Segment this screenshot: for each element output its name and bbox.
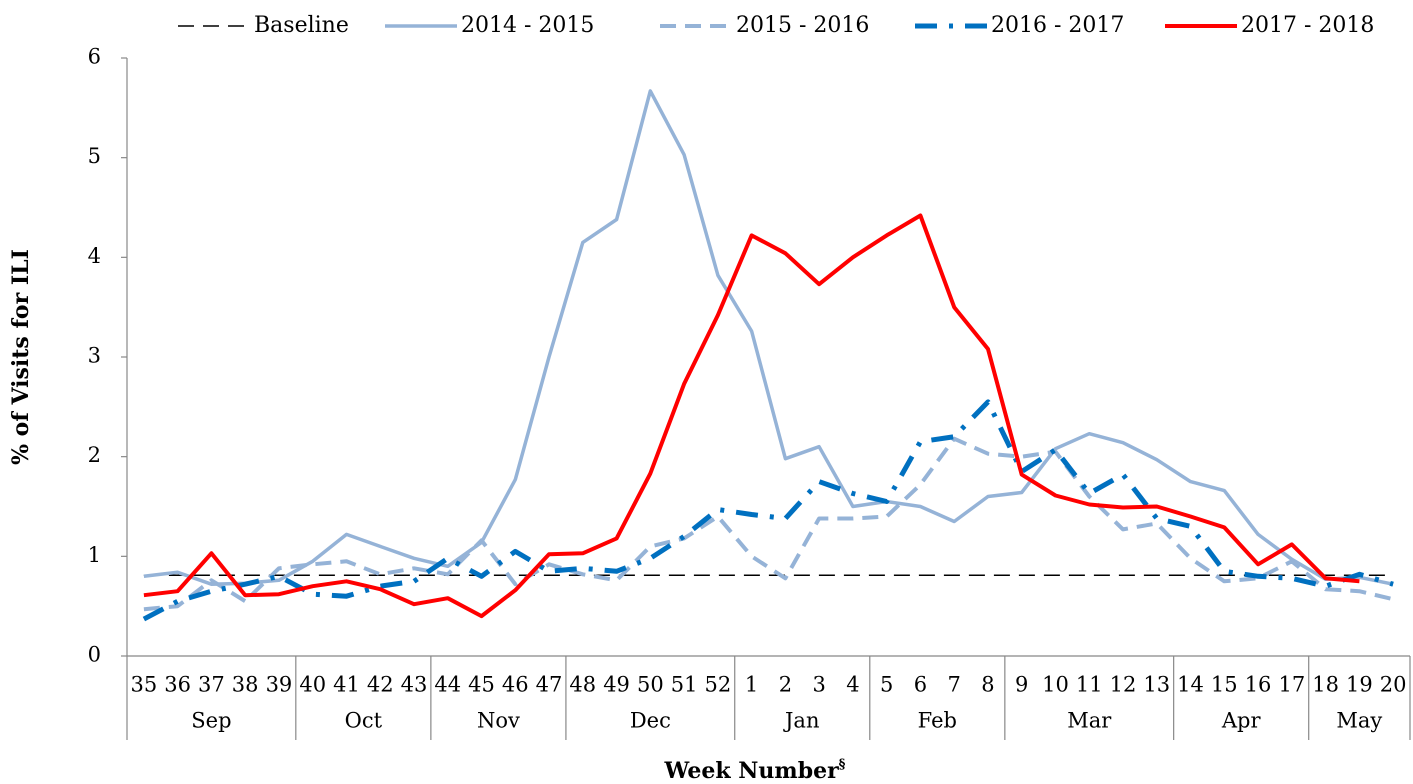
x-tick-label: 36 [164, 673, 191, 697]
legend-label: 2015 - 2016 [736, 13, 869, 38]
group-label: Feb [918, 709, 957, 733]
x-tick-label: 52 [704, 673, 731, 697]
group-label: Oct [345, 709, 383, 733]
legend-label: 2016 - 2017 [991, 13, 1124, 38]
y-tick-label: 6 [88, 45, 101, 69]
group-label: Dec [630, 709, 671, 733]
x-tick-label: 13 [1143, 673, 1170, 697]
group-label: Mar [1067, 709, 1112, 733]
x-tick-label: 15 [1211, 673, 1238, 697]
x-tick-label: 2 [779, 673, 792, 697]
x-tick-label: 46 [502, 673, 529, 697]
x-tick-label: 48 [569, 673, 596, 697]
x-tick-label: 42 [367, 673, 394, 697]
x-tick-label: 43 [401, 673, 428, 697]
group-label: Jan [783, 709, 819, 733]
x-tick-label: 16 [1245, 673, 1272, 697]
group-label: Apr [1221, 709, 1262, 733]
y-tick-label: 5 [88, 144, 101, 168]
legend-label: 2014 - 2015 [461, 13, 594, 38]
x-tick-label: 7 [948, 673, 961, 697]
x-tick-label: 5 [880, 673, 893, 697]
x-tick-label: 50 [637, 673, 664, 697]
x-tick-label: 10 [1042, 673, 1069, 697]
legend-label: 2017 - 2018 [1241, 13, 1374, 38]
x-tick-label: 51 [671, 673, 698, 697]
x-axis-title: Week Number§ [664, 757, 846, 784]
x-tick-label: 35 [131, 673, 158, 697]
x-tick-label: 45 [468, 673, 495, 697]
x-tick-label: 3 [812, 673, 825, 697]
y-tick-label: 1 [88, 543, 101, 567]
x-axis-title-text: Week Number [664, 758, 840, 784]
x-tick-label: 41 [333, 673, 360, 697]
group-label: May [1336, 709, 1382, 733]
series-line [143, 436, 1394, 612]
group-label: Sep [191, 709, 231, 733]
legend-label: Baseline [254, 13, 349, 38]
x-tick-label: 14 [1177, 673, 1204, 697]
x-tick-label: 11 [1076, 673, 1103, 697]
x-tick-label: 9 [1015, 673, 1028, 697]
y-tick-label: 2 [88, 443, 101, 467]
x-tick-label: 40 [299, 673, 326, 697]
x-tick-label: 8 [981, 673, 994, 697]
series-line [142, 399, 1394, 622]
x-tick-label: 17 [1278, 673, 1305, 697]
x-tick-label: 47 [536, 673, 563, 697]
x-tick-label: 49 [603, 673, 630, 697]
x-axis-title-sup: § [839, 757, 846, 772]
y-tick-label: 3 [88, 344, 101, 368]
series-line [143, 89, 1394, 586]
x-tick-label: 6 [914, 673, 927, 697]
x-tick-label: 1 [745, 673, 758, 697]
group-label: Nov [477, 709, 520, 733]
x-tick-label: 38 [232, 673, 259, 697]
x-tick-label: 18 [1312, 673, 1339, 697]
x-tick-label: 20 [1380, 673, 1407, 697]
series-line [143, 213, 1360, 619]
x-tick-label: 37 [198, 673, 225, 697]
y-axis-title: % of Visits for ILI [8, 249, 34, 465]
x-tick-label: 44 [434, 673, 461, 697]
x-tick-label: 12 [1110, 673, 1137, 697]
y-tick-label: 0 [88, 643, 101, 667]
x-tick-label: 4 [846, 673, 859, 697]
x-tick-label: 39 [266, 673, 293, 697]
y-tick-label: 4 [88, 244, 101, 268]
x-tick-label: 19 [1346, 673, 1373, 697]
